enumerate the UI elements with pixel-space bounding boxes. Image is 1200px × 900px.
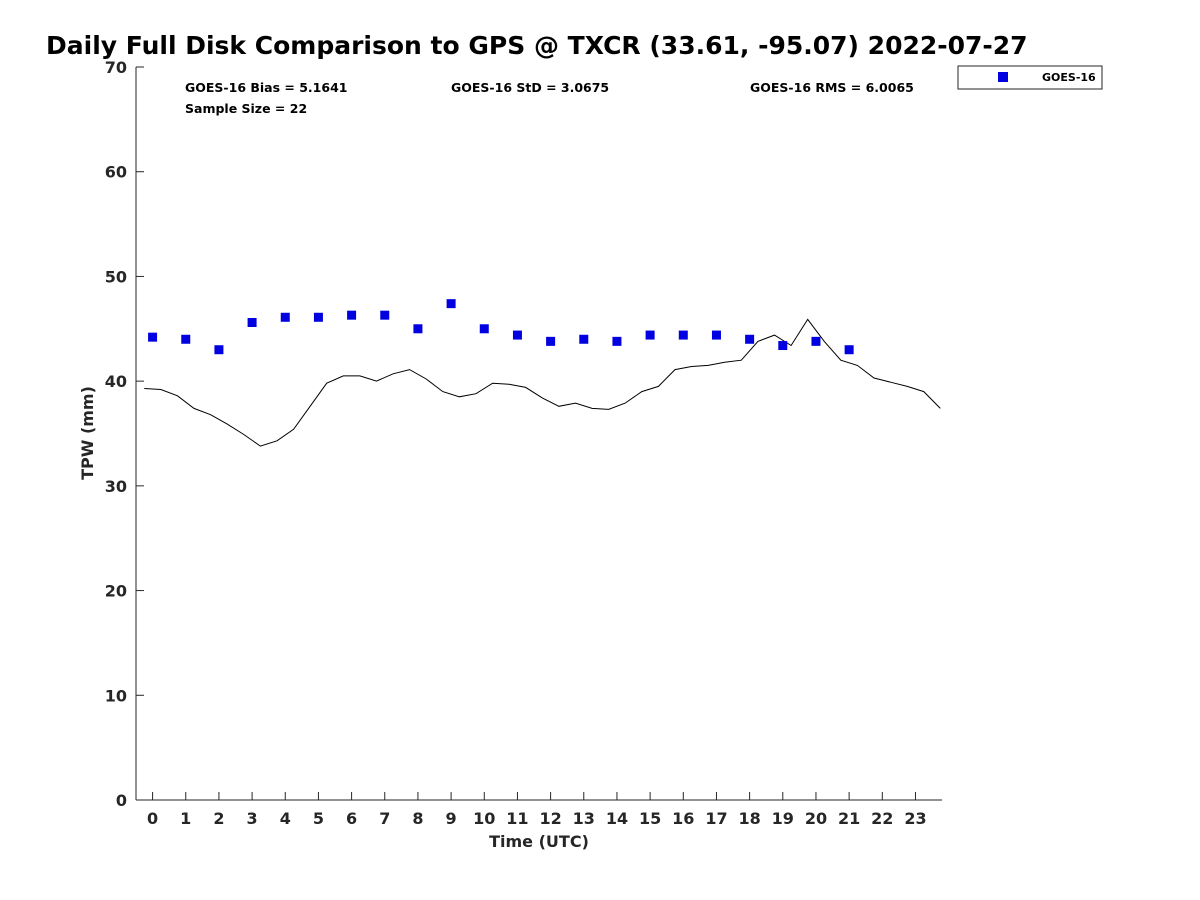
x-tick-label: 19 [772, 809, 794, 828]
y-tick-label: 60 [105, 163, 127, 182]
goes16-point [778, 341, 788, 351]
goes16-point [811, 336, 821, 346]
goes16-point [413, 324, 423, 334]
y-tick-label: 30 [105, 477, 127, 496]
goes16-point [214, 345, 224, 355]
goes16-point [678, 330, 688, 340]
goes16-point [711, 330, 721, 340]
goes16-point [380, 310, 390, 320]
y-tick-label: 0 [116, 791, 127, 810]
y-tick-label: 40 [105, 372, 127, 391]
x-tick-label: 6 [346, 809, 357, 828]
goes16-point [313, 312, 323, 322]
std-stat: GOES-16 StD = 3.0675 [451, 80, 609, 95]
x-axis-ticks: 0 1 2 3 4 5 6 7 8 9 10 11 12 13 14 15 16 17 18 19 20 21 22 23 [147, 792, 927, 828]
x-tick-label: 23 [904, 809, 926, 828]
legend-label-goes16: GOES-16 [1042, 71, 1096, 84]
legend-box [957, 65, 1103, 90]
y-axis-label: TPW (mm) [78, 386, 97, 480]
x-tick-label: 14 [606, 809, 628, 828]
legend-marker-goes16 [998, 72, 1008, 82]
y-tick-label: 70 [105, 58, 127, 77]
x-tick-label: 20 [805, 809, 827, 828]
x-tick-label: 10 [473, 809, 495, 828]
x-tick-label: 18 [738, 809, 760, 828]
goes16-point [446, 299, 456, 309]
x-tick-label: 0 [147, 809, 158, 828]
x-axis-label: Time (UTC) [489, 832, 589, 851]
goes16-point [645, 330, 655, 340]
goes16-point [148, 332, 158, 342]
bias-stat: GOES-16 Bias = 5.1641 [185, 80, 347, 95]
y-tick-label: 50 [105, 267, 127, 286]
goes16-point [612, 336, 622, 346]
goes16-point [247, 318, 257, 328]
x-tick-label: 16 [672, 809, 694, 828]
x-tick-label: 7 [379, 809, 390, 828]
legend: GOES-16 [957, 65, 1103, 90]
x-tick-label: 11 [506, 809, 528, 828]
x-tick-label: 17 [705, 809, 727, 828]
x-tick-label: 9 [446, 809, 457, 828]
x-tick-label: 15 [639, 809, 661, 828]
x-tick-label: 22 [871, 809, 893, 828]
gps-line [144, 318, 941, 447]
goes16-point [181, 334, 191, 344]
x-tick-label: 2 [213, 809, 224, 828]
rms-stat: GOES-16 RMS = 6.0065 [750, 80, 914, 95]
goes16-point [512, 330, 522, 340]
x-tick-label: 3 [247, 809, 258, 828]
goes16-point [280, 312, 290, 322]
plot-area [136, 67, 942, 800]
x-tick-label: 21 [838, 809, 860, 828]
goes16-point [347, 310, 357, 320]
goes16-point [844, 345, 854, 355]
y-axis-ticks: 0 10 20 30 40 50 60 70 [105, 58, 144, 810]
goes16-point [745, 334, 755, 344]
goes16-point [579, 334, 589, 344]
series-layer [144, 299, 941, 447]
y-tick-label: 20 [105, 582, 127, 601]
goes16-point [546, 336, 556, 346]
x-tick-label: 1 [180, 809, 191, 828]
x-tick-label: 12 [539, 809, 561, 828]
x-tick-label: 8 [412, 809, 423, 828]
x-tick-label: 13 [573, 809, 595, 828]
x-tick-label: 5 [313, 809, 324, 828]
y-tick-label: 10 [105, 686, 127, 705]
goes16-point [479, 324, 489, 334]
sample-size-stat: Sample Size = 22 [185, 101, 307, 116]
chart-title: Daily Full Disk Comparison to GPS @ TXCR… [46, 31, 1028, 60]
x-tick-label: 4 [280, 809, 291, 828]
